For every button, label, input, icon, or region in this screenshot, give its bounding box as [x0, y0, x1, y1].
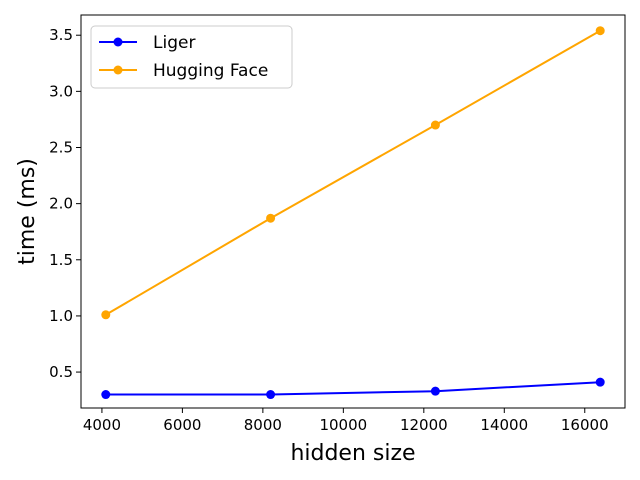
data-point	[595, 26, 605, 36]
data-point	[266, 390, 276, 400]
data-point	[101, 390, 111, 400]
legend-marker	[113, 65, 123, 75]
legend-box	[90, 25, 293, 89]
data-point	[595, 377, 605, 387]
x-tick-label: 10000	[319, 416, 367, 434]
y-tick-label: 1.5	[49, 251, 73, 269]
plot-area	[101, 26, 605, 400]
legend-label: Hugging Face	[153, 61, 268, 81]
series-line	[105, 381, 601, 396]
data-point	[101, 310, 111, 320]
y-tick-label: 0.5	[49, 363, 73, 381]
x-tick-label: 8000	[244, 416, 282, 434]
x-axis-ticks: 4000 6000 8000 10000 12000 14000 16000	[83, 408, 609, 434]
y-tick-label: 2.5	[49, 138, 73, 156]
axes-frame	[80, 14, 626, 409]
data-point	[430, 386, 440, 396]
y-tick-label: 3.0	[49, 82, 73, 100]
x-tick-label: 16000	[561, 416, 609, 434]
y-tick-label: 3.5	[49, 26, 73, 44]
x-tick-label: 6000	[163, 416, 201, 434]
legend: Liger Hugging Face	[90, 25, 293, 89]
y-tick-label: 2.0	[49, 195, 73, 213]
legend-marker	[113, 37, 123, 47]
legend-label: Liger	[153, 33, 195, 53]
x-tick-label: 4000	[83, 416, 121, 434]
x-tick-label: 14000	[480, 416, 528, 434]
data-point	[266, 213, 276, 223]
x-axis-label: hidden size	[290, 441, 415, 466]
data-point	[430, 120, 440, 130]
series-line	[105, 29, 601, 316]
x-tick-label: 12000	[400, 416, 448, 434]
y-axis-label: time (ms)	[15, 158, 40, 265]
y-tick-label: 1.0	[49, 307, 73, 325]
y-axis-ticks: 0.5 1.0 1.5 2.0 2.5 3.0 3.5	[49, 26, 81, 381]
